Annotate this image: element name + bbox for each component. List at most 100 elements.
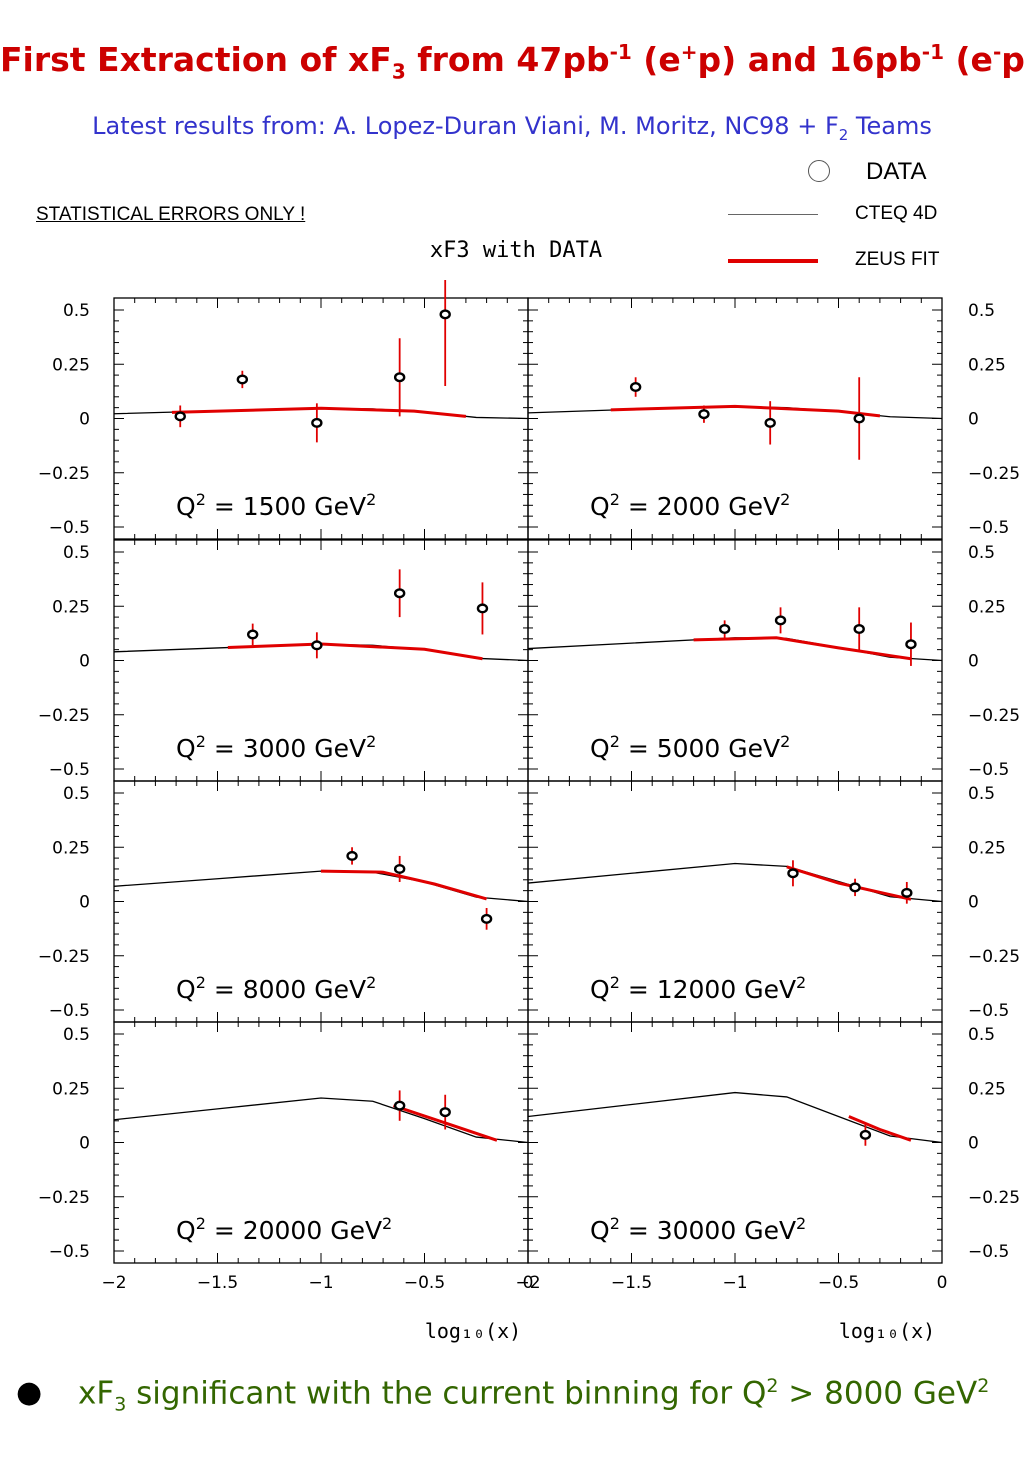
zeus-fit-curve bbox=[320, 869, 488, 901]
y-tick-label: 0.25 bbox=[52, 355, 90, 375]
y-tick-label: −0.25 bbox=[38, 706, 90, 726]
x-tick-label: 0 bbox=[523, 1273, 534, 1293]
data-point bbox=[393, 863, 406, 874]
y-tick-label: −0.25 bbox=[38, 947, 90, 967]
y-tick-label: −0.5 bbox=[968, 1242, 1009, 1262]
legend-cteq-line bbox=[728, 214, 818, 215]
conclusion-sub: 3 bbox=[114, 1393, 127, 1416]
panel-label: Q2 = 20000 GeV2 bbox=[176, 1214, 392, 1245]
data-point bbox=[311, 640, 323, 651]
zeus-fit-curve bbox=[227, 642, 483, 661]
x-tick-label: −1 bbox=[722, 1273, 747, 1293]
zeus-fit-curve bbox=[693, 636, 912, 661]
data-point bbox=[853, 413, 865, 424]
page-title: First Extraction of xF3 from 47pb-1 (e+p… bbox=[0, 40, 1024, 84]
title-text: First Extraction of xF bbox=[0, 40, 392, 79]
zeus-fit-curve bbox=[171, 406, 467, 418]
y-tick-label: 0.25 bbox=[968, 838, 1006, 858]
y-tick-label: 0.5 bbox=[63, 784, 90, 804]
statistical-errors-note: STATISTICAL ERRORS ONLY ! bbox=[36, 204, 306, 225]
data-point bbox=[439, 309, 451, 320]
legend-zeus-label: ZEUS FIT bbox=[855, 249, 940, 270]
panel-2: 0.5 0.25 0 −0.25 −0.5 Q2 = 2000 GeV2 bbox=[527, 297, 1020, 540]
cteq-curve bbox=[113, 1097, 529, 1144]
conclusion-part: > 8000 GeV bbox=[778, 1375, 978, 1412]
x-tick-label: −2 bbox=[101, 1273, 126, 1293]
title-text: from 47pb bbox=[405, 40, 610, 79]
panel-label: Q2 = 5000 GeV2 bbox=[590, 732, 790, 763]
title-sup: + bbox=[680, 40, 698, 64]
title-sup: - bbox=[992, 40, 1002, 64]
data-point bbox=[236, 374, 249, 385]
x-axis-label: log₁₀(x) bbox=[839, 1319, 935, 1343]
y-tick-label: −0.5 bbox=[49, 1001, 90, 1021]
x-tick-label: −2 bbox=[515, 1273, 540, 1293]
legend-data-marker bbox=[808, 160, 830, 182]
data-point bbox=[393, 588, 406, 599]
zeus-fit-curve bbox=[786, 865, 912, 901]
y-tick-label: 0.5 bbox=[63, 301, 90, 321]
y-tick-label: 0 bbox=[79, 652, 90, 672]
y-tick-label: −0.25 bbox=[38, 1188, 90, 1208]
x-tick-label: −0.5 bbox=[818, 1273, 859, 1293]
y-tick-label: 0 bbox=[79, 410, 90, 430]
legend-zeus-line bbox=[728, 259, 818, 263]
data-point bbox=[849, 882, 861, 893]
title-text: p) bbox=[1001, 40, 1024, 79]
x-tick-label: −0.5 bbox=[404, 1273, 445, 1293]
y-tick-label: −0.5 bbox=[968, 518, 1009, 538]
bullet-icon: ● bbox=[16, 1375, 43, 1410]
data-point bbox=[476, 603, 489, 614]
data-point bbox=[480, 913, 493, 924]
y-tick-label: 0.5 bbox=[968, 543, 995, 563]
data-point bbox=[859, 1129, 872, 1140]
y-tick-label: 0.25 bbox=[52, 1079, 90, 1099]
y-tick-label: 0.25 bbox=[52, 838, 90, 858]
y-tick-label: 0.25 bbox=[968, 1079, 1006, 1099]
panel-label: Q2 = 1500 GeV2 bbox=[176, 490, 376, 521]
data-point bbox=[901, 887, 913, 898]
panel-label: Q2 = 12000 GeV2 bbox=[590, 973, 806, 1004]
conclusion-part: significant with the current binning for… bbox=[126, 1375, 767, 1412]
panel-label: Q2 = 3000 GeV2 bbox=[176, 732, 376, 763]
data-point bbox=[774, 615, 787, 626]
panel-4: 0.5 0.25 0 −0.25 −0.5 Q2 = 5000 GeV2 bbox=[527, 539, 1020, 782]
zeus-fit-curve bbox=[848, 1115, 912, 1142]
y-tick-label: 0 bbox=[968, 1134, 979, 1154]
data-point bbox=[346, 850, 358, 861]
y-tick-label: −0.5 bbox=[968, 760, 1009, 780]
y-tick-label: −0.25 bbox=[38, 464, 90, 484]
x-tick-label: −1 bbox=[308, 1273, 333, 1293]
x-axis-label: log₁₀(x) bbox=[425, 1319, 521, 1343]
cteq-curve bbox=[527, 1091, 943, 1144]
y-tick-label: −0.25 bbox=[968, 1188, 1020, 1208]
panel-label: Q2 = 8000 GeV2 bbox=[176, 973, 376, 1004]
conclusion-text: xF3 significant with the current binning… bbox=[78, 1375, 989, 1416]
title-sub: 3 bbox=[391, 59, 406, 84]
y-tick-label: 0.25 bbox=[968, 355, 1006, 375]
data-point bbox=[764, 417, 776, 428]
panel-6: 0.5 0.25 0 −0.25 −0.5 Q2 = 12000 GeV2 bbox=[527, 780, 1020, 1023]
panel-7: 0.5 0.25 0 −0.25 −0.5 Q2 = 20000 GeV2 bbox=[38, 1021, 529, 1264]
y-tick-label: −0.25 bbox=[968, 464, 1020, 484]
y-tick-label: −0.5 bbox=[49, 1242, 90, 1262]
data-point bbox=[718, 624, 731, 635]
y-tick-label: 0 bbox=[968, 652, 979, 672]
cteq-curve bbox=[527, 862, 943, 903]
subtitle-sub: 2 bbox=[838, 125, 849, 144]
y-tick-label: 0.5 bbox=[63, 543, 90, 563]
data-point bbox=[246, 629, 259, 640]
y-tick-label: 0.5 bbox=[968, 1025, 995, 1045]
legend-cteq-label: CTEQ 4D bbox=[855, 203, 938, 224]
zeus-fit-curve bbox=[610, 404, 881, 418]
subtitle-text: Latest results from: A. Lopez-Duran Vian… bbox=[92, 112, 839, 140]
y-tick-label: −0.5 bbox=[49, 518, 90, 538]
data-point bbox=[174, 411, 186, 422]
y-tick-label: −0.25 bbox=[968, 947, 1020, 967]
subtitle-end: Teams bbox=[848, 112, 932, 140]
y-tick-label: 0.5 bbox=[968, 784, 995, 804]
cteq-curve bbox=[527, 637, 943, 662]
y-tick-label: 0 bbox=[79, 1134, 90, 1154]
data-point bbox=[698, 409, 710, 420]
title-text: (e bbox=[631, 40, 681, 79]
